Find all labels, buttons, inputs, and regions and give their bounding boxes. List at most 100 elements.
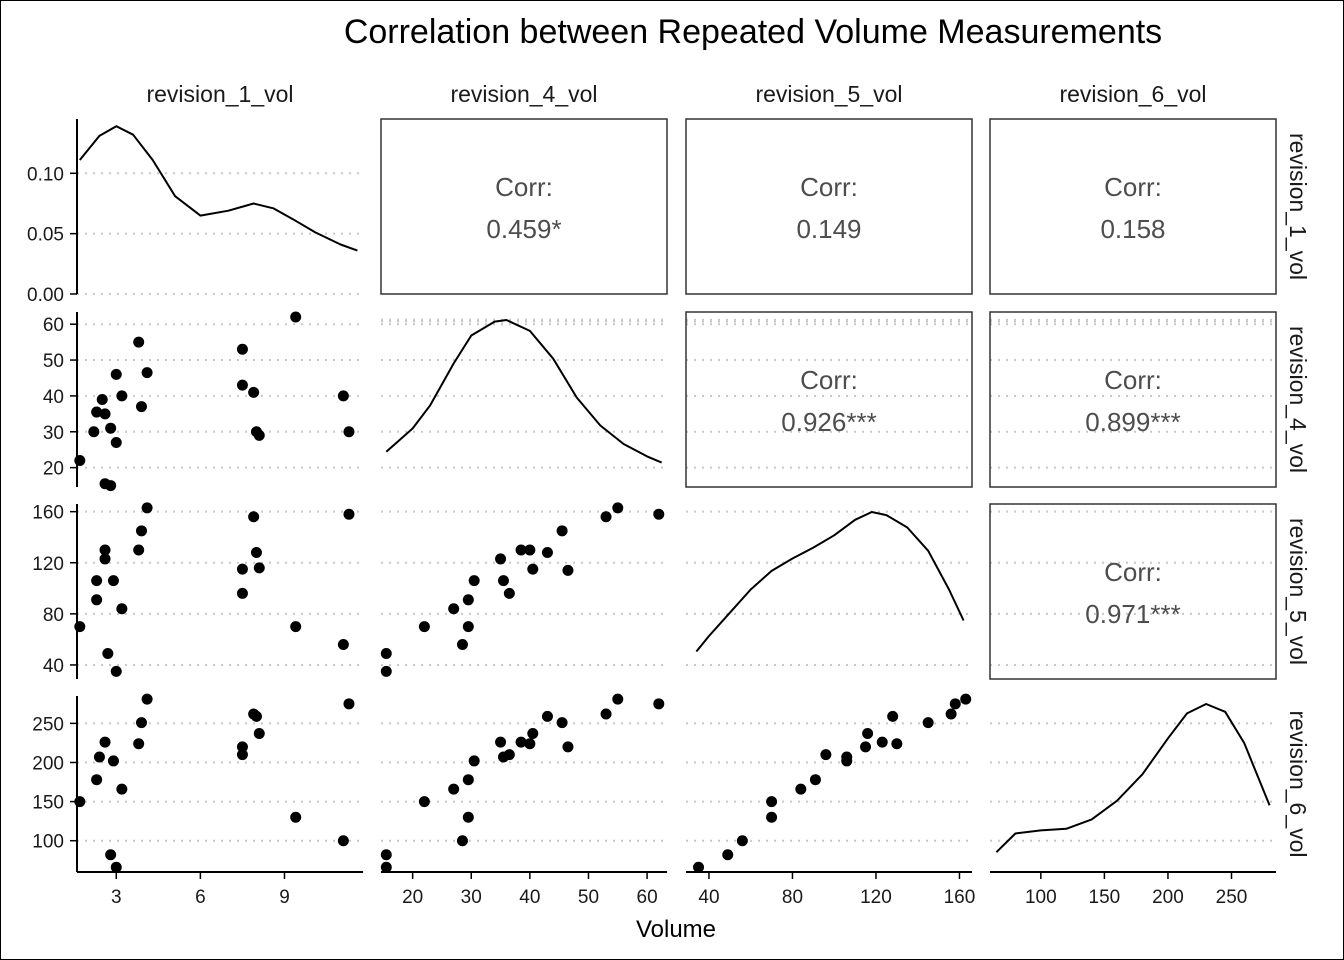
y-tick-label: 250 [32,714,64,735]
x-tick-label: 6 [195,887,206,908]
scatter-point [116,603,128,615]
scatter-point [133,738,145,750]
scatter-point [524,544,536,556]
scatter-point [135,401,147,413]
scatter-point [253,429,265,441]
scatter-point [343,508,355,520]
scatter-point [556,717,568,729]
scatter-point [253,728,265,740]
column-strip-label: revision_4_vol [450,81,597,107]
scatter-point [116,783,128,795]
scatter-point [468,755,480,767]
scatter-point [99,736,111,748]
density-curve [79,125,358,252]
scatter-point [527,563,539,575]
density-curve [695,511,965,653]
scatter-point [462,594,474,606]
scatter-point [600,511,612,523]
scatter-point [841,755,853,767]
scatter-point [600,708,612,720]
scatter-point [612,502,624,514]
scatter-point [495,553,507,565]
scatter-point [91,774,103,786]
scatter-point [337,390,349,402]
scatter-point [135,525,147,537]
corr-value: 0.971*** [1085,599,1180,629]
corr-label: Corr: [800,172,858,202]
scatter-point [456,639,468,651]
x-axis-label: Volume [636,916,716,943]
scatter-point [135,717,147,729]
scatter-point [497,575,509,587]
x-tick-label: 20 [402,887,423,908]
y-tick-label: 150 [32,793,64,814]
scatter-point [960,693,972,705]
scatter-point [922,717,934,729]
scatter-point [74,454,86,466]
scatter-point [248,511,260,523]
scatter-point [99,408,111,420]
scatter-point [612,693,624,705]
scatter-point [527,728,539,740]
corr-label: Corr: [1104,557,1162,587]
scatter-point [418,796,430,808]
scatter-point [795,783,807,795]
scatter-point [91,594,103,606]
scatter-point [99,553,111,565]
scatter-point [141,502,153,514]
scatter-point [110,665,122,677]
scatter-point [102,647,114,659]
correlation-panel-border [989,503,1277,680]
x-tick-label: 9 [279,887,290,908]
y-tick-label: 40 [43,387,64,408]
scatter-point [448,783,460,795]
scatter-point [653,508,665,520]
y-tick-label: 100 [32,832,64,853]
scatter-point [380,849,392,861]
y-tick-label: 50 [43,351,64,372]
density-curve [385,319,663,464]
corr-label: Corr: [495,172,553,202]
scatter-point [876,736,888,748]
scatter-point [653,698,665,710]
scatter-point [93,751,105,763]
row-strip-label: revision_6_vol [1285,710,1311,857]
scatter-point [105,480,117,492]
scatter-point [736,835,748,847]
x-tick-label: 160 [944,887,976,908]
y-tick-label: 80 [43,605,64,626]
scatter-point [462,811,474,823]
y-tick-label: 0.00 [27,285,64,306]
scatter-point [541,710,553,722]
scatter-point [945,708,957,720]
scatter-point [515,544,527,556]
scatter-point [91,406,103,418]
correlation-panel-border [380,118,668,295]
scatter-point [290,311,302,323]
corr-value: 0.926*** [781,407,876,437]
scatter-point [236,741,248,753]
scatter-point [503,749,515,761]
x-tick-label: 50 [578,887,599,908]
x-tick-label: 100 [1025,887,1057,908]
scatter-point [766,796,778,808]
corr-value: 0.899*** [1085,407,1180,437]
scatter-point [290,811,302,823]
scatter-point [105,849,117,861]
scatter-point [236,343,248,355]
scatter-point [556,525,568,537]
scatter-point [862,728,874,740]
scatter-point [380,647,392,659]
scatter-point [456,835,468,847]
scatter-point [236,379,248,391]
row-strip-label: revision_4_vol [1285,326,1311,473]
scatter-point [949,698,961,710]
scatter-point [253,562,265,574]
scatter-point [462,621,474,633]
column-strip-label: revision_1_vol [146,81,293,107]
x-tick-label: 40 [698,887,719,908]
scatter-point [562,564,574,576]
scatter-point [891,738,903,750]
scatter-point [515,736,527,748]
